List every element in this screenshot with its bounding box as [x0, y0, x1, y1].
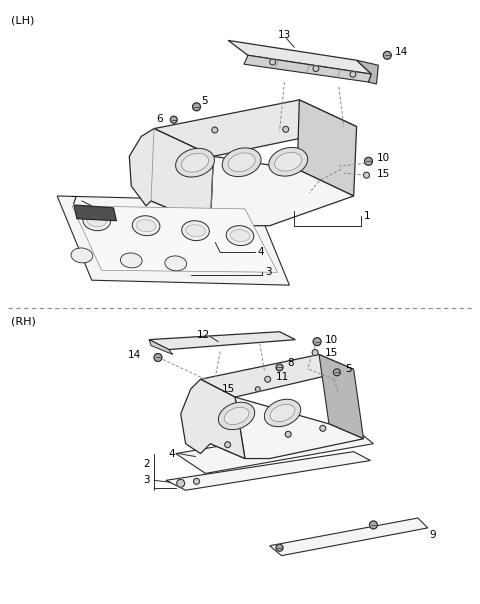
Ellipse shape — [120, 253, 142, 268]
Text: 5: 5 — [202, 96, 208, 106]
Circle shape — [313, 338, 321, 345]
Text: 14: 14 — [395, 47, 408, 57]
Ellipse shape — [136, 220, 156, 232]
Circle shape — [384, 51, 391, 59]
Ellipse shape — [186, 225, 205, 237]
Circle shape — [225, 442, 230, 448]
Text: 3: 3 — [264, 268, 271, 277]
Polygon shape — [180, 379, 245, 458]
Circle shape — [285, 431, 291, 437]
Text: 9: 9 — [430, 530, 436, 540]
Polygon shape — [210, 156, 354, 226]
Text: 15: 15 — [376, 169, 390, 179]
Text: 4: 4 — [258, 248, 264, 257]
Polygon shape — [228, 40, 372, 74]
Polygon shape — [57, 196, 289, 285]
Text: 10: 10 — [376, 153, 390, 163]
Text: 13: 13 — [277, 30, 291, 40]
Ellipse shape — [270, 404, 295, 422]
Ellipse shape — [269, 147, 308, 176]
Ellipse shape — [226, 226, 254, 246]
Circle shape — [276, 544, 283, 551]
Circle shape — [312, 350, 318, 356]
Circle shape — [264, 376, 271, 382]
Ellipse shape — [228, 153, 255, 172]
Text: 8: 8 — [288, 358, 294, 368]
Ellipse shape — [230, 230, 250, 242]
Polygon shape — [176, 424, 373, 474]
Circle shape — [193, 478, 200, 484]
Text: 6: 6 — [156, 114, 163, 124]
Polygon shape — [166, 452, 371, 490]
Circle shape — [320, 425, 326, 431]
Text: 11: 11 — [276, 372, 289, 382]
Text: 15: 15 — [222, 384, 235, 394]
Circle shape — [270, 59, 276, 65]
Circle shape — [283, 126, 288, 132]
Text: 7: 7 — [70, 196, 77, 206]
Polygon shape — [235, 397, 363, 458]
Text: (LH): (LH) — [11, 16, 34, 25]
Ellipse shape — [181, 153, 209, 172]
Ellipse shape — [222, 148, 261, 176]
Ellipse shape — [87, 215, 107, 226]
Polygon shape — [297, 100, 357, 196]
Circle shape — [154, 353, 162, 361]
Polygon shape — [129, 129, 213, 226]
Ellipse shape — [224, 407, 249, 425]
Ellipse shape — [165, 256, 187, 271]
Polygon shape — [151, 129, 213, 226]
Polygon shape — [244, 56, 372, 82]
Ellipse shape — [176, 149, 215, 177]
Text: 12: 12 — [196, 330, 210, 339]
Circle shape — [276, 364, 283, 371]
Ellipse shape — [182, 220, 209, 240]
Ellipse shape — [264, 399, 300, 426]
Text: 5: 5 — [345, 364, 351, 374]
Text: 14: 14 — [128, 350, 141, 359]
Text: 1: 1 — [363, 211, 370, 221]
Polygon shape — [357, 60, 378, 84]
Ellipse shape — [218, 402, 255, 429]
Text: 15: 15 — [325, 347, 338, 358]
Text: 2: 2 — [143, 458, 150, 469]
Text: 4: 4 — [169, 449, 176, 458]
Text: 3: 3 — [143, 475, 150, 486]
Circle shape — [212, 127, 218, 133]
Ellipse shape — [275, 152, 302, 171]
Polygon shape — [149, 339, 173, 355]
Text: 10: 10 — [325, 335, 338, 345]
Polygon shape — [201, 379, 245, 458]
Polygon shape — [72, 206, 277, 272]
Circle shape — [364, 158, 372, 165]
Circle shape — [177, 480, 185, 487]
Polygon shape — [201, 355, 354, 397]
Polygon shape — [149, 332, 295, 350]
Polygon shape — [319, 355, 363, 439]
Circle shape — [363, 172, 370, 178]
Polygon shape — [74, 205, 117, 220]
Ellipse shape — [132, 216, 160, 236]
Circle shape — [313, 66, 319, 72]
Ellipse shape — [83, 211, 110, 231]
Circle shape — [255, 387, 260, 391]
Circle shape — [370, 521, 377, 529]
Text: (RH): (RH) — [11, 317, 36, 327]
Polygon shape — [270, 518, 428, 556]
Polygon shape — [154, 100, 357, 156]
Circle shape — [350, 71, 356, 77]
Circle shape — [170, 116, 177, 123]
Circle shape — [334, 369, 340, 376]
Ellipse shape — [71, 248, 93, 263]
Circle shape — [192, 103, 201, 111]
